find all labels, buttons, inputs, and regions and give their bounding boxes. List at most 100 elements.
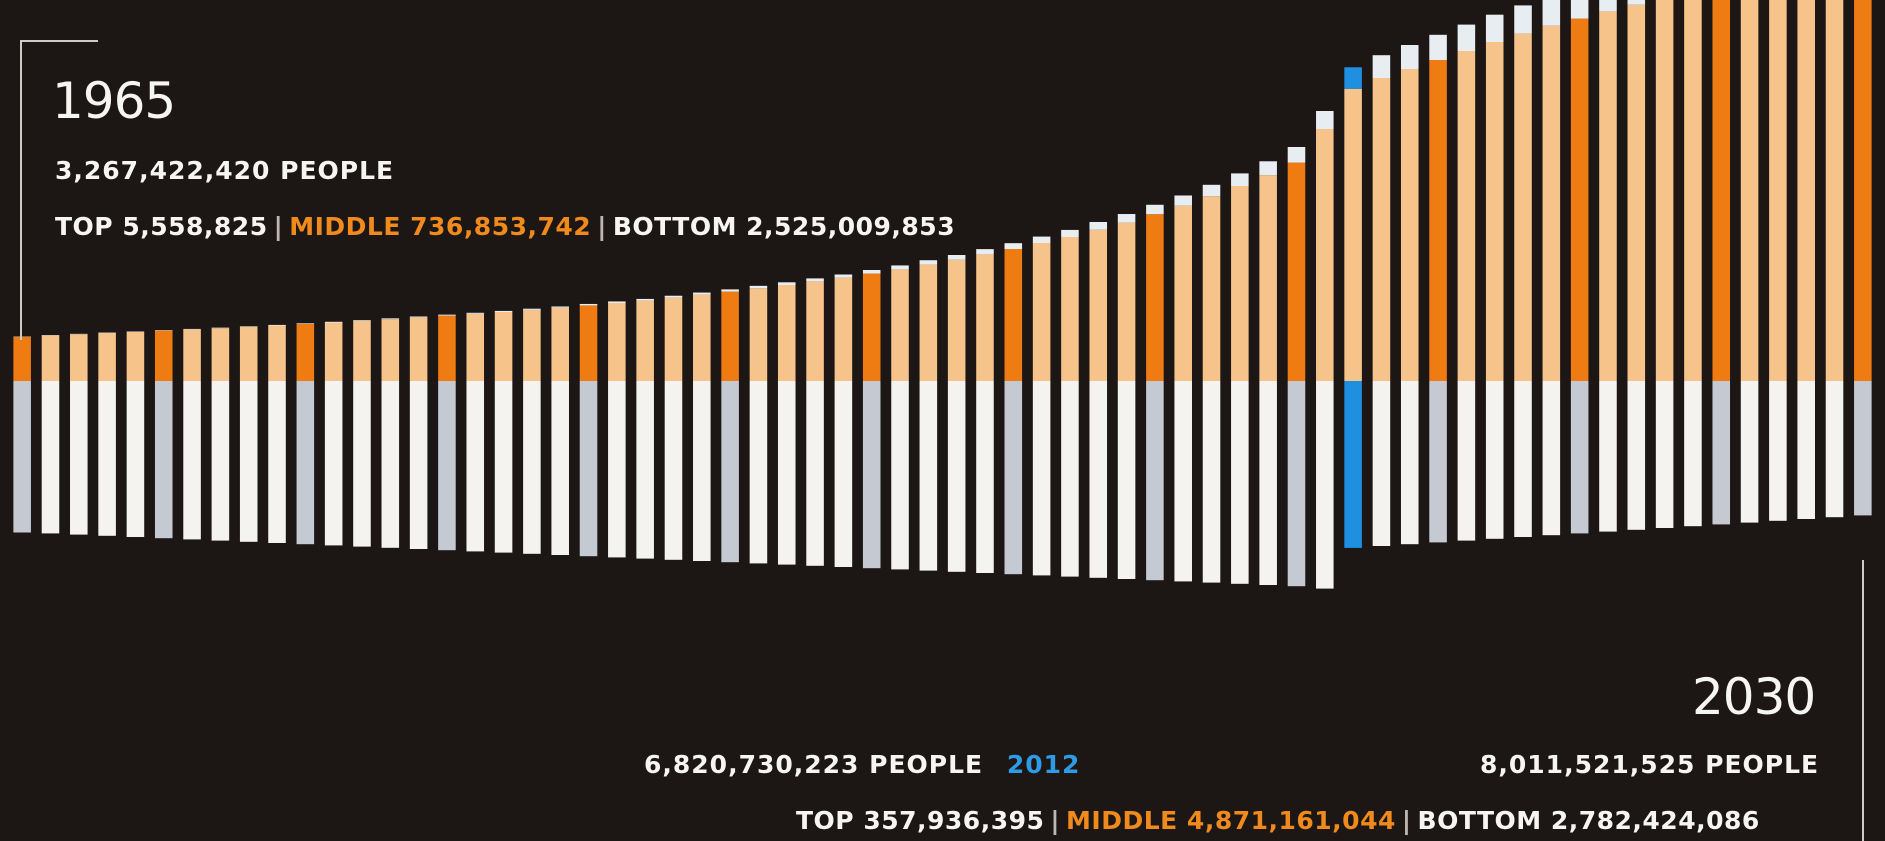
bar-bottom-segment (70, 381, 88, 535)
bar-bottom-segment (664, 381, 683, 560)
bar-bottom-segment (1627, 381, 1646, 530)
bar-top-segment (1542, 0, 1561, 26)
bar-middle-segment (1740, 0, 1759, 381)
bar-middle-segment (239, 327, 258, 381)
bar-bottom-segment (608, 381, 626, 558)
end-people-label: 8,011,521,525 PEOPLE (1480, 750, 1820, 779)
bar-bottom-segment (1740, 381, 1759, 523)
bar-top-segment (608, 301, 626, 303)
bar-top-segment (268, 324, 286, 326)
bar-middle-segment (693, 294, 711, 381)
bar-top-segment (862, 270, 881, 274)
highlight-people-line: 6,820,730,223 PEOPLE 2012 (644, 750, 1080, 779)
bar-bottom-segment (1089, 381, 1108, 578)
bar-top-segment (1259, 161, 1277, 176)
bar-top-segment (1202, 184, 1221, 197)
bar-bottom-segment (1372, 381, 1391, 546)
bar-bottom-segment (947, 381, 966, 572)
bar-top-segment (693, 292, 711, 295)
bar-bottom-segment (1287, 381, 1306, 587)
bar-top-segment (1032, 236, 1051, 243)
bar-bottom-segment (126, 381, 145, 537)
bar-bottom-segment (1400, 381, 1419, 545)
bar-middle-segment (1627, 4, 1646, 382)
bar-bottom-segment (98, 381, 116, 536)
bar-bottom-segment (41, 381, 60, 534)
bar-middle-segment (183, 329, 201, 381)
bar-middle-segment (13, 336, 31, 381)
bar-bottom-segment (1231, 381, 1249, 584)
bar-top-segment (409, 316, 428, 318)
bar-bottom-segment (154, 381, 173, 539)
bar-middle-segment (1372, 78, 1391, 381)
bar-bottom-segment (324, 381, 343, 546)
start-middle-value: MIDDLE 736,853,742 (289, 212, 592, 241)
bar-top-segment (664, 295, 683, 298)
bar-middle-segment (211, 328, 230, 381)
bar-middle-segment (98, 333, 116, 381)
highlight-middle-value: MIDDLE 4,871,161,044 (1066, 806, 1396, 835)
bar-bottom-segment (1202, 381, 1221, 583)
bar-bottom-segment (1004, 381, 1023, 575)
bar-top-segment (749, 285, 768, 289)
bar-middle-segment (1542, 25, 1561, 382)
bar-middle-segment (409, 317, 428, 381)
bar-middle-segment (1004, 249, 1023, 381)
bar-bottom-segment (438, 381, 456, 551)
bar-top-segment (523, 308, 541, 310)
separator: | (273, 212, 284, 241)
bar-bottom-segment (239, 381, 258, 542)
bar-top-segment (636, 298, 654, 301)
bar-bottom-segment (693, 381, 711, 561)
bar-bottom-segment (1117, 381, 1136, 579)
bar-middle-segment (1457, 51, 1476, 381)
bar-middle-segment (1429, 60, 1447, 381)
bar-middle-segment (1570, 18, 1589, 381)
bar-top-segment (466, 312, 485, 314)
bar-middle-segment (1825, 0, 1844, 381)
bar-top-segment (239, 326, 258, 327)
bar-bottom-segment (834, 381, 853, 567)
highlight-bottom-value: BOTTOM 2,782,424,086 (1417, 806, 1760, 835)
bar-middle-segment (721, 291, 739, 381)
bar-bottom-segment (1797, 381, 1815, 519)
bar-bottom-segment (409, 381, 428, 549)
bar-middle-segment (1797, 0, 1815, 381)
bar-middle-segment (1344, 88, 1362, 382)
bar-middle-segment (777, 285, 796, 381)
bar-middle-segment (1117, 222, 1136, 381)
bar-middle-segment (1316, 129, 1334, 381)
bar-top-segment (1599, 0, 1617, 12)
start-breakdown: TOP 5,558,825 | MIDDLE 736,853,742 | BOTTOM … (55, 212, 955, 241)
bar-top-segment (1061, 229, 1079, 237)
bar-middle-segment (891, 269, 909, 381)
bar-bottom-segment (1854, 381, 1872, 516)
bar-bottom-segment (1542, 381, 1561, 536)
end-bracket-vertical (1862, 560, 1864, 841)
bar-top-segment (381, 318, 400, 320)
bar-top-segment (1231, 173, 1249, 186)
bar-bottom-segment (806, 381, 824, 566)
bar-middle-segment (1061, 237, 1079, 381)
bar-bottom-segment (1259, 381, 1277, 585)
bar-bottom-segment (777, 381, 796, 565)
bar-top-segment (1570, 0, 1589, 19)
highlight-people-label: 6,820,730,223 PEOPLE (644, 750, 984, 779)
highlight-top-value: TOP 357,936,395 (796, 806, 1045, 835)
bar-middle-segment (976, 254, 994, 381)
highlight-year-label: 2012 (1006, 750, 1081, 779)
bar-middle-segment (579, 305, 598, 381)
bar-middle-segment (523, 309, 541, 381)
bar-top-segment (551, 306, 569, 308)
bar-middle-segment (1146, 214, 1164, 381)
bar-middle-segment (1712, 0, 1731, 381)
bar-top-segment (211, 327, 230, 329)
bar-top-segment (1457, 24, 1476, 51)
bar-middle-segment (664, 297, 683, 381)
bar-middle-segment (1684, 0, 1702, 381)
bar-top-segment (1485, 14, 1504, 42)
bar-bottom-segment (579, 381, 598, 557)
bar-middle-segment (126, 331, 145, 381)
bar-middle-segment (41, 335, 60, 381)
